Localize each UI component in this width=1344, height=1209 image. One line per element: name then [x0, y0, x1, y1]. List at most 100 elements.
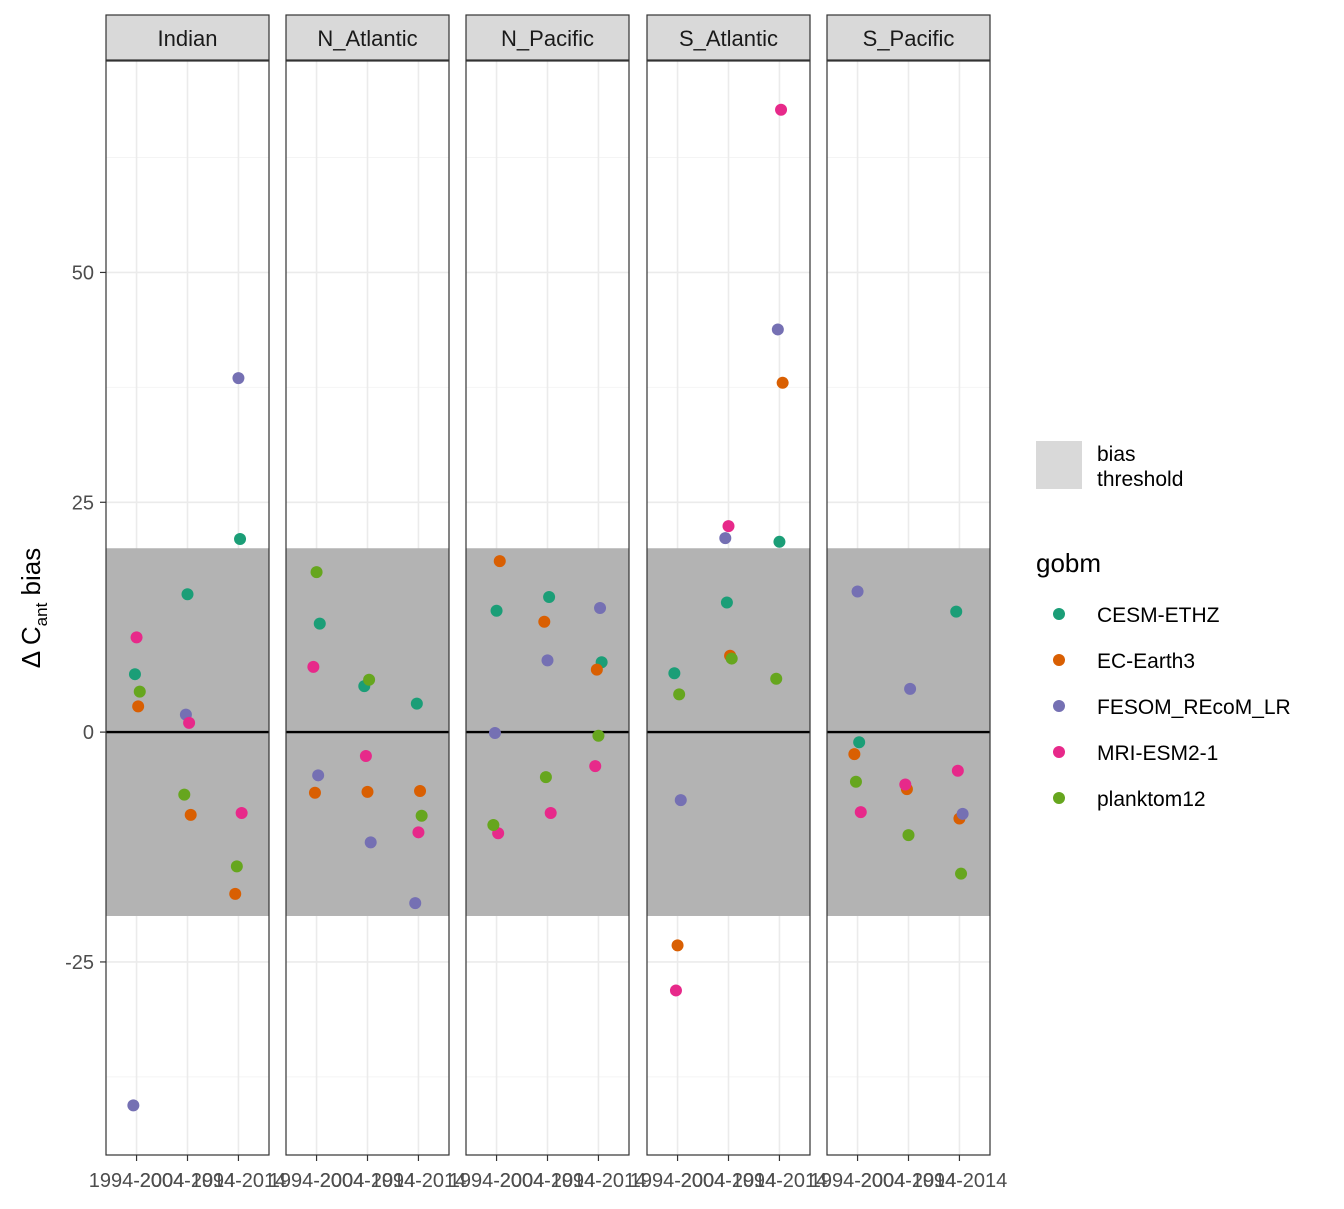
- data-point: [720, 596, 733, 609]
- data-point: [955, 867, 968, 880]
- data-point: [488, 727, 501, 740]
- data-point: [776, 376, 789, 389]
- data-point: [671, 939, 684, 952]
- data-point: [539, 771, 552, 784]
- x-tick-label: 1994-2004: [449, 1170, 545, 1192]
- data-point: [899, 778, 912, 791]
- legend-entry-label: FESOM_REcoM_LR: [1097, 696, 1291, 719]
- data-point: [410, 697, 423, 710]
- data-point: [950, 605, 963, 618]
- x-tick-label: 1994-2014: [371, 1170, 467, 1192]
- y-tick-label: -25: [65, 952, 94, 974]
- data-point: [312, 769, 325, 782]
- x-tick-label: 2004-2014: [861, 1170, 957, 1192]
- data-point: [854, 806, 867, 819]
- facet-strip: [826, 14, 991, 61]
- data-point: [849, 775, 862, 788]
- x-tick-label: 1994-2004: [630, 1170, 726, 1192]
- y-axis-title-prefix: Δ C: [16, 626, 46, 668]
- data-point: [307, 660, 320, 673]
- data-point: [544, 807, 557, 820]
- series-fesom-recom-lr: [127, 323, 969, 1112]
- data-point: [183, 716, 196, 729]
- data-point: [361, 785, 374, 798]
- data-point: [722, 520, 735, 533]
- facet-strip-label: N_Atlantic: [317, 26, 417, 51]
- series-mri-esm2-1: [130, 103, 964, 997]
- data-point: [902, 829, 915, 842]
- data-point: [313, 617, 326, 630]
- data-point: [184, 808, 197, 821]
- data-point: [181, 588, 194, 601]
- x-tick-label: 1994-2014: [912, 1170, 1008, 1192]
- data-point: [133, 685, 146, 698]
- facet-strip: [285, 14, 450, 61]
- data-point: [771, 323, 784, 336]
- x-tick-label: 1994-2014: [732, 1170, 828, 1192]
- legend-bias-threshold-key: [1036, 441, 1082, 489]
- facet-strip: [465, 14, 630, 61]
- legend-key-ec-earth3: [1053, 654, 1065, 666]
- data-point: [232, 372, 245, 385]
- y-tick-label: 25: [72, 492, 94, 514]
- data-point: [592, 729, 605, 742]
- facet-strip-label: Indian: [158, 26, 218, 51]
- data-point: [851, 585, 864, 598]
- data-point: [127, 1099, 140, 1112]
- facet-strip: [105, 14, 270, 61]
- facet-strip-label: N_Pacific: [501, 26, 594, 51]
- y-axis-title-suffix: bias: [16, 548, 46, 603]
- data-point: [589, 760, 602, 773]
- legend-key-planktom12: [1053, 792, 1065, 804]
- facet-strip-label: S_Pacific: [863, 26, 955, 51]
- data-point: [673, 688, 686, 701]
- data-point: [594, 602, 607, 614]
- legend-title: gobm: [1036, 548, 1101, 578]
- data-point: [490, 604, 503, 617]
- data-point: [668, 667, 681, 680]
- data-point: [363, 673, 376, 686]
- x-tick-label: 1994-2004: [269, 1170, 365, 1192]
- data-point: [543, 590, 556, 603]
- legend-entry-label: CESM-ETHZ: [1097, 604, 1220, 627]
- legend-entry-label: EC-Earth3: [1097, 650, 1195, 673]
- data-point: [128, 668, 141, 681]
- data-point: [487, 818, 500, 831]
- data-point: [590, 663, 603, 676]
- legend-key-fesom-recom-lr: [1053, 700, 1065, 712]
- data-point: [364, 836, 377, 849]
- x-tick-label: 1994-2004: [89, 1170, 185, 1192]
- series-ec-earth3: [132, 376, 966, 952]
- x-tick-label: 2004-2014: [320, 1170, 416, 1192]
- data-point: [178, 788, 191, 801]
- x-tick-label: 1994-2014: [551, 1170, 647, 1192]
- legend-bias-label-line2: threshold: [1097, 468, 1183, 491]
- y-tick-label: 50: [72, 262, 94, 284]
- data-point: [229, 887, 242, 900]
- x-tick-label: 2004-2014: [500, 1170, 596, 1192]
- data-point: [308, 786, 321, 799]
- data-point: [719, 532, 732, 545]
- legend-entry-label: MRI-ESM2-1: [1097, 742, 1218, 765]
- data-point: [412, 826, 425, 839]
- data-point: [775, 103, 788, 116]
- series-planktom12: [133, 566, 968, 880]
- data-point: [725, 652, 738, 665]
- y-axis-title-subscript: ant: [32, 602, 51, 626]
- data-point: [414, 784, 427, 797]
- data-point: [541, 654, 554, 667]
- data-point: [409, 897, 422, 910]
- data-point: [853, 736, 866, 749]
- facet-strip-label: S_Atlantic: [679, 26, 778, 51]
- legend-key-mri-esm2-1: [1053, 746, 1065, 758]
- data-point: [773, 535, 786, 548]
- data-point: [234, 533, 247, 546]
- data-point: [230, 860, 243, 873]
- y-axis-title: Δ Cant bias: [16, 548, 51, 669]
- data-point: [359, 750, 372, 763]
- legend-bias-label-line1: bias: [1097, 443, 1136, 466]
